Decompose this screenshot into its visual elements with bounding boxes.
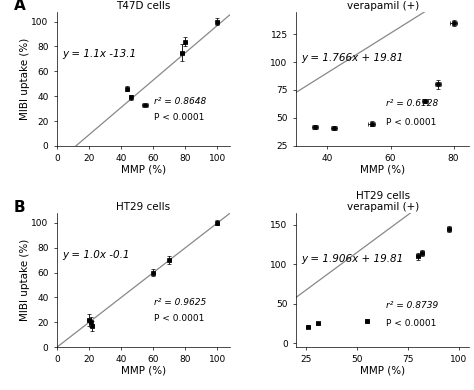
Text: P < 0.0001: P < 0.0001 (386, 319, 437, 328)
Y-axis label: MIBI uptake (%): MIBI uptake (%) (20, 239, 30, 321)
Text: y = 1.906x + 19.81: y = 1.906x + 19.81 (301, 254, 403, 264)
Text: r² = 0.8648: r² = 0.8648 (154, 97, 206, 106)
Text: y = 1.1x -13.1: y = 1.1x -13.1 (62, 49, 136, 58)
Title: HT29 cells
verapamil (+): HT29 cells verapamil (+) (346, 191, 419, 212)
Title: T47D cells: T47D cells (116, 1, 171, 11)
X-axis label: MMP (%): MMP (%) (121, 366, 166, 376)
Text: P < 0.0001: P < 0.0001 (386, 118, 437, 127)
Text: B: B (14, 200, 25, 215)
Text: y = 1.766x + 19.81: y = 1.766x + 19.81 (301, 53, 403, 63)
X-axis label: MMP (%): MMP (%) (121, 165, 166, 175)
Y-axis label: MIBI uptake (%): MIBI uptake (%) (20, 38, 30, 120)
Title: T47D cells
verapamil (+): T47D cells verapamil (+) (346, 0, 419, 11)
Text: A: A (14, 0, 25, 13)
X-axis label: MMP (%): MMP (%) (360, 366, 405, 376)
Title: HT29 cells: HT29 cells (117, 202, 171, 212)
Text: r² = 0.9625: r² = 0.9625 (154, 298, 206, 307)
Text: P < 0.0001: P < 0.0001 (154, 113, 204, 122)
Text: r² = 0.8739: r² = 0.8739 (386, 301, 438, 310)
X-axis label: MMP (%): MMP (%) (360, 165, 405, 175)
Text: y = 1.0x -0.1: y = 1.0x -0.1 (62, 250, 129, 260)
Text: r² = 0.6128: r² = 0.6128 (386, 99, 438, 108)
Text: P < 0.0001: P < 0.0001 (154, 314, 204, 323)
